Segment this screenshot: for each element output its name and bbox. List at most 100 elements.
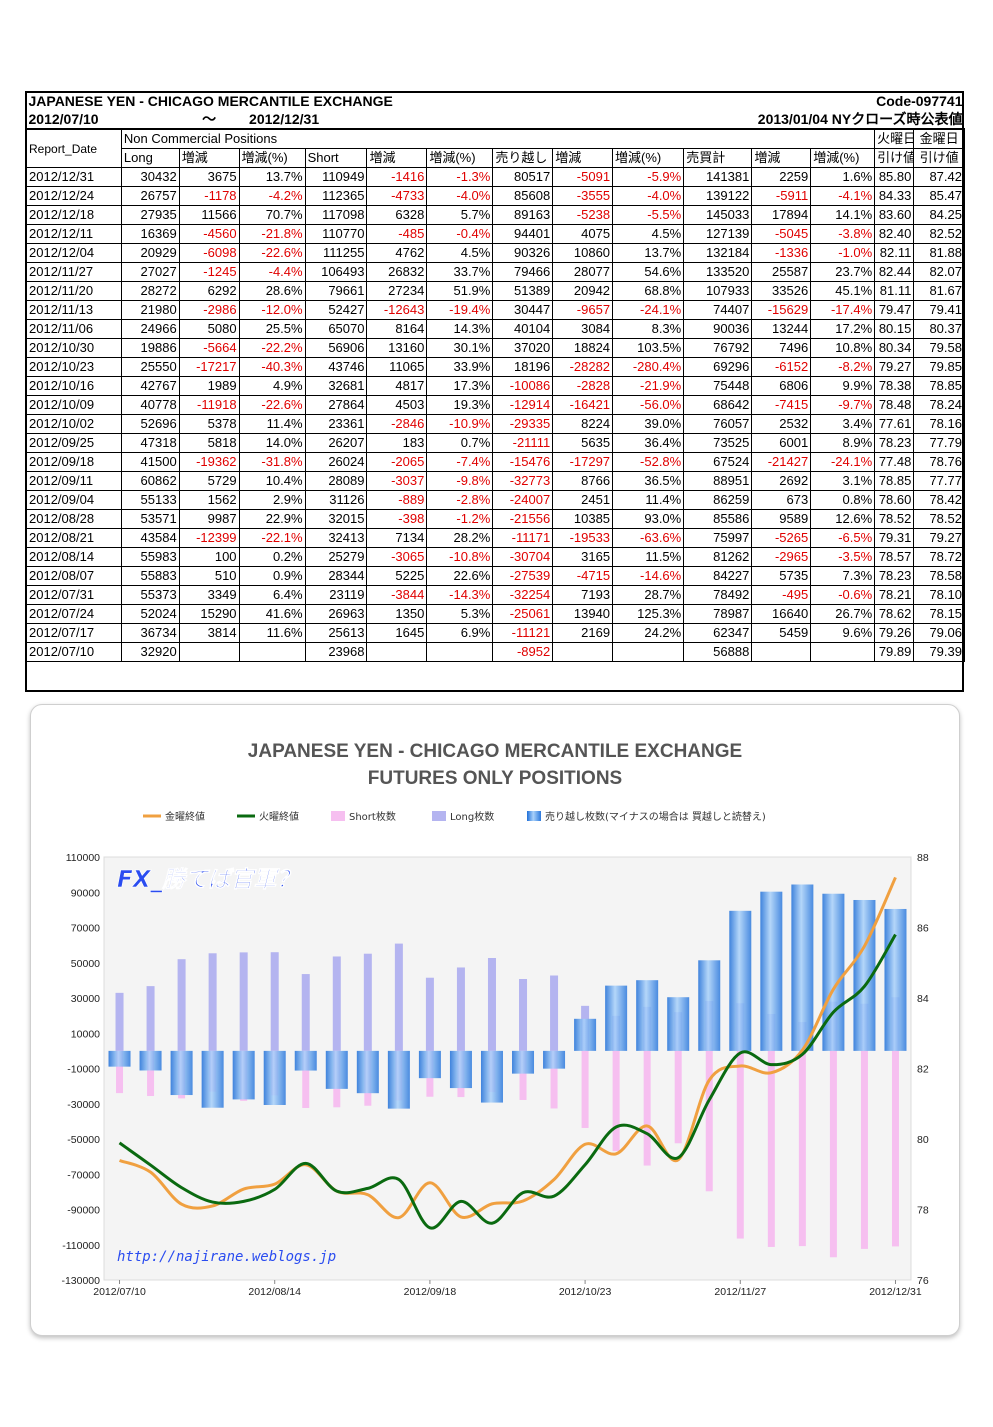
- net-bar: [139, 1050, 162, 1071]
- watermark-text: FX_勝てば官軍？: [117, 867, 299, 893]
- table-cell: -495: [751, 585, 812, 605]
- table-cell: 11.6%: [238, 623, 306, 643]
- header-row-1: Report_Date Non Commercial Positions 火曜日 金曜…: [26, 128, 965, 168]
- table-cell: 40778: [120, 395, 180, 415]
- table-cell: 117098: [304, 205, 368, 225]
- row-date: 2012/09/25: [26, 433, 122, 453]
- table-cell: 84227: [683, 566, 753, 586]
- table-cell: 33.7%: [426, 262, 494, 282]
- short-bar: [891, 1050, 899, 1247]
- table-cell: 36.4%: [612, 433, 685, 453]
- table-cell: 16369: [120, 224, 180, 244]
- table-cell: 52696: [120, 414, 180, 434]
- table-cell: -5911: [751, 186, 812, 206]
- right-axis-tick-label: 78: [917, 1205, 929, 1217]
- table-cell: 78987: [683, 604, 753, 624]
- chart-panel: JAPANESE YEN - CHICAGO MERCANTILE EXCHAN…: [30, 704, 960, 1336]
- table-cell: 78.23: [874, 433, 915, 453]
- table-cell: [178, 642, 240, 662]
- end-date: 2012/12/31: [249, 111, 320, 127]
- table-cell: -10086: [492, 376, 554, 396]
- table-cell: 132184: [683, 243, 753, 263]
- fri-header: 金曜日: [913, 128, 965, 149]
- table-cell: 90036: [683, 319, 753, 339]
- left-axis-tick-label: 10000: [71, 1028, 100, 1040]
- table-cell: 83.60: [874, 205, 915, 225]
- table-cell: 79.41: [913, 300, 965, 320]
- table-cell: 5635: [552, 433, 614, 453]
- table-cell: 0.9%: [238, 566, 306, 586]
- row-date: 2012/08/07: [26, 566, 122, 586]
- table-cell: -0.6%: [810, 585, 876, 605]
- chart-title: JAPANESE YEN - CHICAGO MERCANTILE EXCHAN…: [248, 741, 742, 762]
- table-cell: 8.3%: [612, 319, 685, 339]
- right-axis-tick-label: 88: [917, 852, 929, 864]
- table-cell: 56906: [304, 338, 368, 358]
- table-cell: 88951: [683, 471, 753, 491]
- table-cell: 25587: [751, 262, 812, 282]
- table-cell: 78.48: [874, 395, 915, 415]
- table-cell: -3037: [366, 471, 428, 491]
- table-row: 2012/12/11 16369 -4560 -21.8% 110770 -485 -0.4…: [26, 224, 965, 244]
- x-tick-label: 2012/12/31: [869, 1286, 922, 1298]
- legend-swatch-bar: [331, 811, 345, 821]
- table-cell: -19.4%: [426, 300, 494, 320]
- table-cell: 0.2%: [238, 547, 306, 567]
- table-cell: 77.61: [874, 414, 915, 434]
- right-axis-tick-label: 84: [917, 993, 929, 1005]
- table-cell: 43584: [120, 528, 180, 548]
- table-cell: 78.10: [913, 585, 965, 605]
- row-date: 2012/10/30: [26, 338, 122, 358]
- table-row: 2012/11/20 28272 6292 28.6% 79661 27234 51.9% 5…: [26, 281, 965, 301]
- table-cell: 78492: [683, 585, 753, 605]
- long-bar: [239, 952, 248, 1051]
- table-cell: 13244: [751, 319, 812, 339]
- left-axis-tick-label: -70000: [67, 1169, 100, 1181]
- table-cell: 11.5%: [612, 547, 685, 567]
- net-bar: [512, 1050, 535, 1074]
- table-cell: -3844: [366, 585, 428, 605]
- table-cell: -63.6%: [612, 528, 685, 548]
- table-row: 2012/12/31 30432 3675 13.7% 110949 -1416 -1.3%…: [26, 167, 965, 187]
- table-cell: -398: [366, 509, 428, 529]
- table-row: 2012/07/31 55373 3349 6.4% 23119 -3844 -14.3% -…: [26, 585, 965, 605]
- table-cell: 10860: [552, 243, 614, 263]
- table-cell: 11065: [366, 357, 428, 377]
- table-row: 2012/08/07 55883 510 0.9% 28344 5225 22.6% -275…: [26, 566, 965, 586]
- table-cell: -22.2%: [238, 338, 306, 358]
- table-cell: 4817: [366, 376, 428, 396]
- table-cell: -12643: [366, 300, 428, 320]
- table-row: 2012/11/13 21980 -2986 -12.0% 52427 -12643 -19…: [26, 300, 965, 320]
- long-bar: [146, 986, 155, 1051]
- table-cell: -32773: [492, 471, 554, 491]
- table-cell: 78.57: [874, 547, 915, 567]
- table-cell: -14.3%: [426, 585, 494, 605]
- table-cell: 4.9%: [238, 376, 306, 396]
- net-bar: [325, 1050, 348, 1089]
- column-header: 増減: [552, 148, 614, 168]
- table-cell: -0.4%: [426, 224, 494, 244]
- table-cell: [366, 642, 428, 662]
- table-cell: 79.58: [913, 338, 965, 358]
- table-cell: 28.6%: [238, 281, 306, 301]
- table-cell: -12914: [492, 395, 554, 415]
- table-cell: 82.07: [913, 262, 965, 282]
- net-bar: [480, 1050, 503, 1103]
- row-date: 2012/11/20: [26, 281, 122, 301]
- table-cell: 673: [751, 490, 812, 510]
- table-cell: -19362: [178, 452, 240, 472]
- long-bar: [487, 957, 496, 1051]
- table-cell: 28344: [304, 566, 368, 586]
- table-row: 2012/12/04 20929 -6098 -22.6% 111255 4762 4.5%…: [26, 243, 965, 263]
- left-axis-tick-label: 90000: [71, 887, 100, 899]
- table-cell: 60862: [120, 471, 180, 491]
- table-cell: 13940: [552, 604, 614, 624]
- table-cell: 94401: [492, 224, 554, 244]
- net-bar: [543, 1050, 566, 1069]
- table-cell: 68642: [683, 395, 753, 415]
- table-cell: 79.27: [913, 528, 965, 548]
- x-tick-label: 2012/08/14: [248, 1286, 301, 1298]
- table-cell: 1.6%: [810, 167, 876, 187]
- table-cell: 37020: [492, 338, 554, 358]
- table-cell: 14.0%: [238, 433, 306, 453]
